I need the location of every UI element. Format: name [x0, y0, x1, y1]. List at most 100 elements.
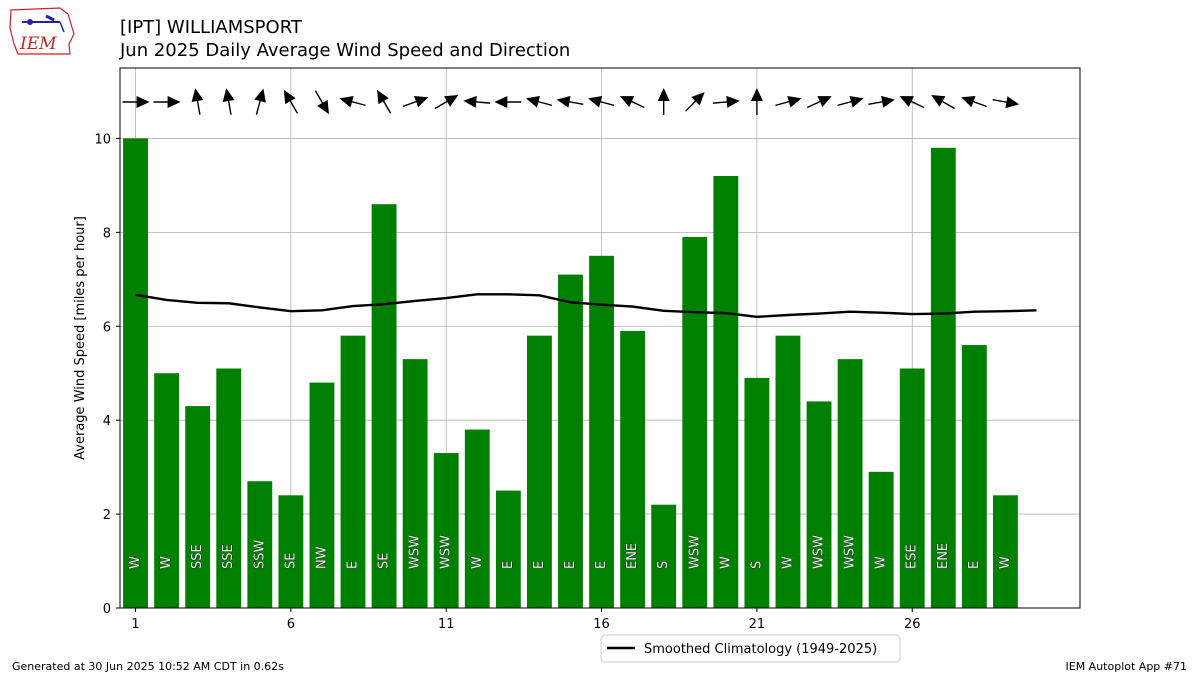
arrow-head	[463, 95, 477, 108]
bar-day-26	[899, 368, 925, 608]
x-tick-label: 1	[131, 617, 139, 632]
direction-label-day-17: ENE	[625, 543, 640, 569]
bar-day-17	[620, 330, 646, 608]
bar-day-2	[154, 373, 180, 608]
chart-subtitle: Jun 2025 Daily Average Wind Speed and Di…	[120, 40, 571, 61]
y-tick-label: 4	[103, 414, 111, 429]
bar-day-28	[961, 345, 987, 608]
direction-label-day-5: SSW	[252, 539, 267, 569]
direction-label-day-16: E	[594, 561, 609, 569]
wind-arrow-day-24	[837, 95, 864, 108]
direction-label-day-27: ENE	[936, 543, 951, 569]
bar-day-4	[216, 368, 242, 608]
direction-label-day-28: E	[967, 561, 982, 569]
arrow-head	[254, 88, 266, 103]
bar-day-23	[806, 401, 832, 608]
direction-label-day-14: E	[532, 561, 547, 569]
wind-arrow-day-18	[657, 88, 670, 115]
y-tick-label: 2	[103, 508, 111, 523]
bar-day-3	[185, 406, 211, 608]
wind-arrow-day-22	[775, 95, 802, 108]
plot-frame	[119, 67, 1081, 609]
arrow-head	[136, 96, 150, 108]
wind-arrow-day-4	[222, 88, 235, 115]
direction-label-day-10: WSW	[408, 535, 423, 569]
wind-arrow-day-7	[314, 90, 329, 115]
iem-logo: IEM	[8, 4, 80, 62]
arrow-head	[881, 95, 895, 108]
bar-day-24	[837, 359, 863, 608]
arrow-head	[691, 92, 705, 106]
direction-label-day-6: SE	[283, 553, 298, 569]
arrow-head	[377, 89, 389, 105]
bar-day-1	[123, 138, 148, 608]
wind-arrow-day-15	[556, 95, 584, 108]
bar-day-21	[744, 377, 770, 608]
wind-arrow-day-19	[685, 92, 705, 112]
direction-label-day-3: SSE	[190, 544, 205, 569]
arrow-head	[849, 95, 864, 108]
arrow-head	[1005, 96, 1020, 109]
arrow-head	[283, 89, 296, 105]
wind-arrow-day-9	[377, 89, 392, 114]
arrow-head	[525, 95, 541, 108]
bar-day-16	[589, 255, 614, 608]
wind-arrow-day-1	[122, 96, 150, 108]
x-tick-label: 26	[904, 617, 921, 632]
wind-arrow-day-16	[588, 95, 615, 108]
arrow-head	[167, 96, 181, 108]
arrow-head	[787, 95, 802, 108]
wind-arrow-day-13	[494, 96, 522, 108]
bar-day-14	[526, 335, 552, 608]
arrow-head	[931, 95, 946, 107]
direction-label-day-24: WSW	[843, 535, 858, 569]
arrow-head	[222, 88, 235, 103]
arrow-head	[494, 96, 508, 108]
x-tick-label: 11	[438, 617, 455, 632]
direction-label-day-7: NW	[314, 546, 329, 569]
wind-arrow-day-27	[931, 95, 955, 110]
direction-label-day-19: WSW	[687, 535, 702, 569]
direction-label-day-8: E	[346, 561, 361, 569]
bar-day-12	[464, 429, 490, 608]
bar-day-8	[340, 335, 366, 608]
direction-label-day-2: W	[159, 556, 174, 569]
wind-arrow-day-12	[463, 95, 491, 108]
arrow-head	[899, 96, 914, 108]
wind-arrow-day-2	[153, 96, 181, 108]
direction-label-day-4: SSE	[221, 544, 236, 569]
y-tick-label: 8	[103, 226, 111, 241]
bar-day-25	[868, 471, 894, 608]
chart-title: [IPT] WILLIAMSPORT	[120, 17, 302, 38]
app-footer: IEM Autoplot App #71	[1065, 660, 1188, 673]
bar-day-27	[930, 147, 956, 608]
y-axis-label: Average Wind Speed [miles per hour]	[73, 216, 88, 460]
direction-label-day-11: WSW	[439, 535, 454, 569]
wind-arrow-day-17	[619, 96, 645, 109]
wind-arrow-day-25	[868, 95, 895, 108]
arrow-head	[414, 96, 429, 108]
wind-arrow-day-23	[806, 96, 832, 109]
arrow-head	[817, 96, 832, 108]
direction-label-day-21: S	[749, 561, 764, 569]
wind-arrow-day-21	[750, 88, 763, 115]
y-tick-label: 6	[103, 320, 111, 335]
arrow-head	[961, 96, 976, 108]
y-tick-label: 0	[103, 602, 111, 617]
arrow-head	[588, 95, 603, 108]
bar-day-19	[682, 237, 708, 609]
wind-arrow-day-26	[899, 96, 925, 109]
bar-day-13	[495, 490, 521, 608]
bar-day-22	[775, 335, 801, 608]
bar-day-7	[309, 382, 335, 608]
legend: Smoothed Climatology (1949-2025)	[600, 634, 901, 663]
arrow-head	[657, 88, 670, 101]
bar-day-9	[371, 204, 397, 608]
bar-day-29	[993, 495, 1018, 608]
bar-day-10	[402, 359, 428, 608]
logo-text: IEM	[19, 34, 57, 54]
climatology-line	[135, 293, 1037, 319]
direction-label-day-29: W	[998, 556, 1013, 569]
bar-day-20	[713, 176, 739, 608]
